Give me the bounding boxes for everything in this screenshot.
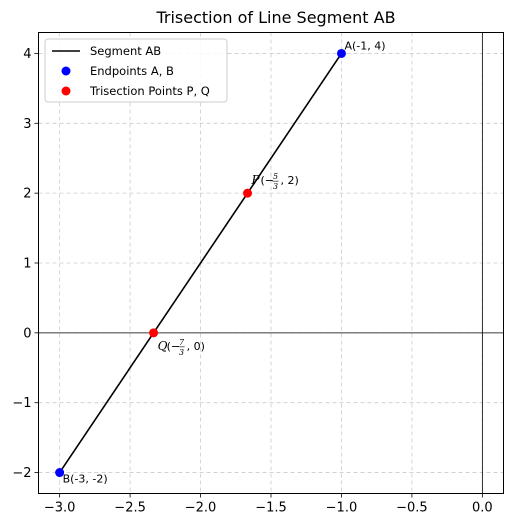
endpoint-marker bbox=[336, 48, 346, 58]
x-tick-label: −3.0 bbox=[44, 501, 76, 516]
y-tick-label: 4 bbox=[23, 47, 31, 62]
trisection-label-numerator: 5 bbox=[273, 172, 278, 181]
legend-entry: Trisection Points P, Q bbox=[89, 84, 210, 98]
y-tick-label: 2 bbox=[23, 187, 31, 202]
trisection-label-denominator: 3 bbox=[179, 348, 184, 357]
legend-box bbox=[44, 38, 228, 103]
legend-entry: Endpoints A, B bbox=[90, 64, 174, 78]
x-tick-label: −0.5 bbox=[396, 501, 428, 516]
legend-red-swatch bbox=[61, 86, 71, 96]
trisection-label-rest: , 2) bbox=[281, 174, 299, 187]
trisection-label-rest: , 0) bbox=[187, 340, 205, 353]
trisection-label-denominator: 3 bbox=[273, 182, 278, 191]
trisection-marker bbox=[149, 328, 159, 338]
x-tick-label: −1.0 bbox=[326, 501, 358, 516]
x-tick-label: 0.0 bbox=[472, 501, 493, 516]
zero-axes bbox=[38, 32, 504, 494]
y-tick-label: 1 bbox=[23, 257, 31, 272]
x-tick-label: −2.0 bbox=[185, 501, 217, 516]
y-tick-label: −1 bbox=[12, 396, 31, 411]
trisection-label-sign: (− bbox=[261, 174, 275, 187]
trisection-label-sign: (− bbox=[167, 340, 181, 353]
plot-content: A(-1, 4)B(-3, -2)P (−53, 2)Q (−73, 0) bbox=[55, 39, 386, 486]
y-tick-label: 3 bbox=[23, 117, 31, 132]
endpoint-label: A(-1, 4) bbox=[344, 39, 385, 52]
legend-blue-swatch bbox=[61, 66, 71, 76]
segment-ab-line bbox=[58, 53, 343, 473]
legend: Segment AB Endpoints A, B Trisection Point… bbox=[44, 38, 228, 103]
ticks: −3.0 −2.5 −2.0 −1.5 −1.0 −0.5 0.0 −2 −1 0 1 2 3 4 bbox=[12, 47, 492, 516]
endpoint-marker bbox=[55, 468, 65, 478]
trisection-label-numerator: 7 bbox=[179, 338, 185, 347]
y-tick-label: 0 bbox=[23, 326, 31, 341]
trisection-label-name: Q bbox=[158, 339, 168, 353]
trisection-label: Q (−73, 0) bbox=[158, 338, 205, 357]
x-tick-label: −1.5 bbox=[255, 501, 287, 516]
legend-entry: Segment AB bbox=[90, 44, 161, 58]
y-tick-label: −2 bbox=[12, 466, 31, 481]
endpoint-label: B(-3, -2) bbox=[63, 473, 108, 486]
x-tick-label: −2.5 bbox=[114, 501, 146, 516]
trisection-label-name: P bbox=[251, 173, 261, 187]
chart-title: Trisection of Line Segment AB bbox=[155, 8, 395, 27]
trisection-label: P (−53, 2) bbox=[251, 172, 299, 191]
trisection-marker bbox=[243, 188, 253, 198]
